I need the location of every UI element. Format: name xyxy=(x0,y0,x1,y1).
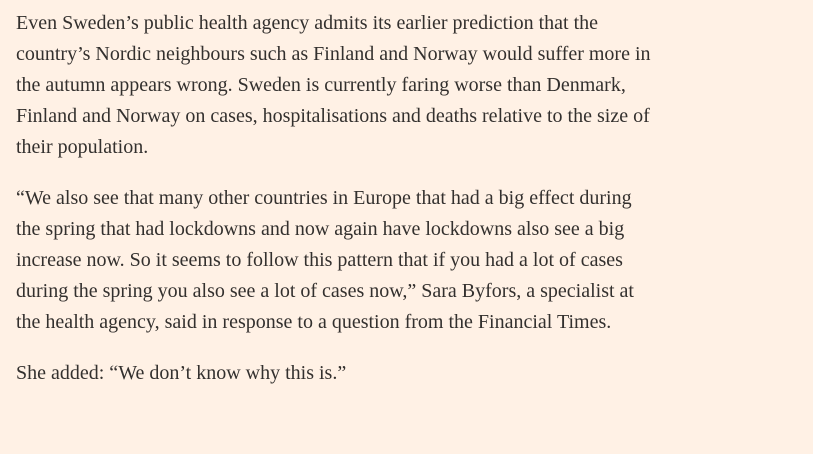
article-body: Even Sweden’s public health agency admit… xyxy=(16,8,806,389)
paragraph-line: increase now. So it seems to follow this… xyxy=(16,249,623,271)
paragraph-line: their population. xyxy=(16,136,149,158)
paragraph-line: “We also see that many other countries i… xyxy=(16,187,632,209)
paragraph-byfors-quote: “We also see that many other countries i… xyxy=(16,183,806,338)
paragraph-line: the spring that had lockdowns and now ag… xyxy=(16,218,625,240)
paragraph-line: She added: “We don’t know why this is.” xyxy=(16,362,347,384)
paragraph-line: Even Sweden’s public health agency admit… xyxy=(16,12,599,34)
paragraph-line: country’s Nordic neighbours such as Finl… xyxy=(16,43,651,65)
paragraph-sweden-health-agency: Even Sweden’s public health agency admit… xyxy=(16,8,806,163)
paragraph-line: during the spring you also see a lot of … xyxy=(16,280,634,302)
paragraph-line: the autumn appears wrong. Sweden is curr… xyxy=(16,74,626,96)
paragraph-she-added: She added: “We don’t know why this is.” xyxy=(16,358,806,389)
paragraph-line: Finland and Norway on cases, hospitalisa… xyxy=(16,105,650,127)
paragraph-line: the health agency, said in response to a… xyxy=(16,311,612,333)
